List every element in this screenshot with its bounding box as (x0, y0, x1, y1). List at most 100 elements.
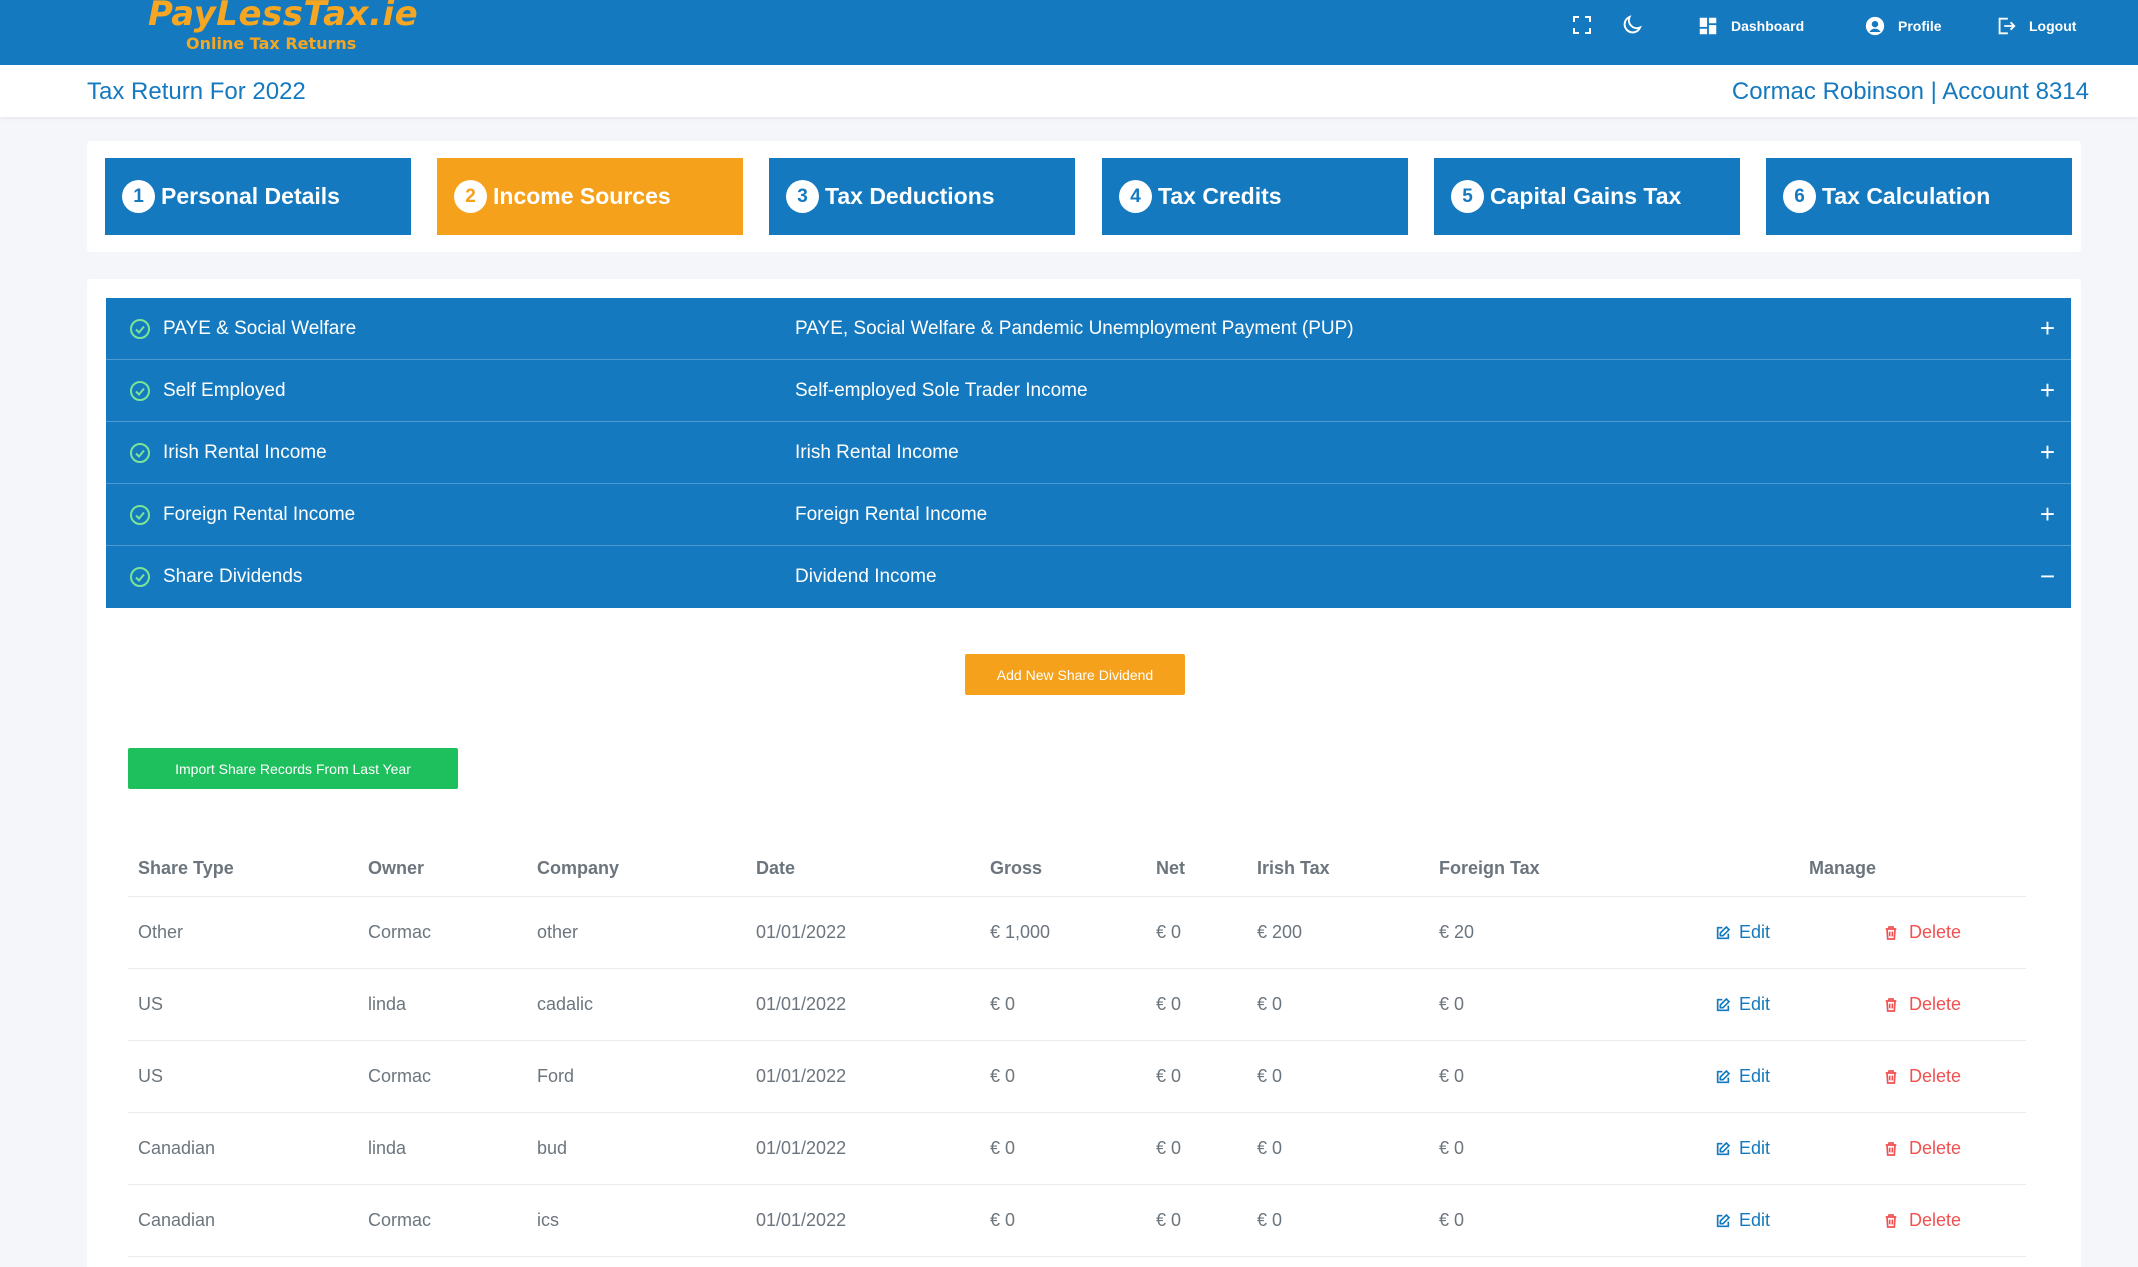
check-circle-icon (130, 505, 150, 525)
expand-icon[interactable]: + (2039, 375, 2055, 405)
add-share-dividend-button[interactable]: Add New Share Dividend (965, 654, 1185, 695)
accordion-description: Dividend Income (795, 566, 937, 587)
nav-profile[interactable]: Profile (1864, 13, 1942, 39)
cell-irish-tax: € 0 (1257, 1210, 1283, 1230)
cell-gross: € 0 (990, 1210, 1016, 1230)
cell-share-type: Canadian (138, 1138, 216, 1158)
trash-icon (1885, 1069, 1897, 1084)
cell-foreign-tax: € 0 (1439, 1210, 1465, 1230)
step-label: Personal Details (161, 183, 340, 209)
trash-icon (1885, 1141, 1897, 1156)
delete-link[interactable]: Delete (1883, 1138, 1961, 1159)
cell-net: € 0 (1156, 1210, 1182, 1230)
cell-irish-tax: € 0 (1257, 1138, 1283, 1158)
cell-gross: € 0 (990, 994, 1016, 1014)
edit-icon (1716, 1141, 1731, 1155)
cell-owner: Cormac (368, 922, 432, 942)
table-row: US linda cadalic 01/01/2022 € 0 € 0 € 0 … (128, 969, 2026, 1041)
delete-label: Delete (1909, 994, 1962, 1014)
delete-link[interactable]: Delete (1883, 994, 1961, 1015)
step-tax-deductions[interactable]: 3 Tax Deductions (769, 158, 1075, 235)
nav-dashboard[interactable]: Dashboard (1697, 13, 1804, 39)
cell-net: € 0 (1156, 922, 1182, 942)
sub-header: Tax Return For 2022 Cormac Robinson | Ac… (0, 65, 2138, 117)
edit-link[interactable]: Edit (1715, 1138, 1770, 1159)
brand-tagline: Online Tax Returns (186, 34, 357, 53)
step-number: 2 (454, 180, 487, 213)
delete-link[interactable]: Delete (1883, 1210, 1961, 1231)
moon-icon[interactable] (1620, 13, 1644, 37)
cell-date: 01/01/2022 (756, 1066, 847, 1086)
table-row: US Cormac Ford 01/01/2022 € 0 € 0 € 0 € … (128, 1041, 2026, 1113)
edit-link[interactable]: Edit (1715, 1210, 1770, 1231)
step-tax-calculation[interactable]: 6 Tax Calculation (1766, 158, 2072, 235)
trash-icon (1885, 925, 1897, 940)
accordion-description: PAYE, Social Welfare & Pandemic Unemploy… (795, 318, 1354, 339)
step-income-sources[interactable]: 2 Income Sources (437, 158, 743, 235)
edit-label: Edit (1739, 1210, 1771, 1230)
edit-icon (1716, 997, 1731, 1011)
import-share-records-button[interactable]: Import Share Records From Last Year (128, 748, 458, 789)
accordion-share-dividends[interactable]: Share Dividends Dividend Income − (106, 546, 2071, 608)
table-row: Other Cormac other 01/01/2022 € 1,000 € … (128, 897, 2026, 969)
nav-logout[interactable]: Logout (1995, 13, 2076, 39)
check-circle-icon (130, 381, 150, 401)
brand-logo[interactable]: PayLessTax.ie Online Tax Returns (148, 0, 418, 54)
expand-icon[interactable]: + (2039, 437, 2055, 467)
top-navbar: PayLessTax.ie Online Tax Returns Dashboa… (0, 0, 2138, 65)
cell-net: € 0 (1156, 1138, 1182, 1158)
nav-dashboard-label: Dashboard (1731, 18, 1805, 34)
cell-foreign-tax: € 0 (1439, 994, 1465, 1014)
step-label: Tax Calculation (1822, 183, 1991, 209)
cell-foreign-tax: € 0 (1439, 1138, 1465, 1158)
check-circle-icon (130, 567, 150, 587)
delete-link[interactable]: Delete (1883, 922, 1961, 943)
accordion-title: Foreign Rental Income (163, 504, 356, 525)
cell-gross: € 0 (990, 1066, 1016, 1086)
check-circle-icon (130, 319, 150, 339)
fullscreen-icon[interactable] (1570, 13, 1594, 37)
accordion-title: Irish Rental Income (163, 442, 327, 463)
page-title: Tax Return For 2022 (87, 78, 306, 105)
col-header-share-type: Share Type (138, 858, 234, 878)
step-tax-credits[interactable]: 4 Tax Credits (1102, 158, 1408, 235)
check-circle-icon (130, 443, 150, 463)
delete-link[interactable]: Delete (1883, 1066, 1961, 1087)
step-label: Tax Deductions (825, 183, 995, 209)
edit-link[interactable]: Edit (1715, 1066, 1770, 1087)
accordion-self-employed[interactable]: Self Employed Self-employed Sole Trader … (106, 360, 2071, 422)
cell-share-type: US (138, 994, 164, 1014)
col-header-owner: Owner (368, 858, 425, 878)
table-row: Canadian Cormac ics 01/01/2022 € 0 € 0 €… (128, 1185, 2026, 1257)
step-personal-details[interactable]: 1 Personal Details (105, 158, 411, 235)
accordion-foreign-rental-income[interactable]: Foreign Rental Income Foreign Rental Inc… (106, 484, 2071, 546)
step-capital-gains-tax[interactable]: 5 Capital Gains Tax (1434, 158, 1740, 235)
cell-date: 01/01/2022 (756, 1210, 847, 1230)
nav-profile-label: Profile (1898, 18, 1942, 34)
cell-share-type: Canadian (138, 1210, 216, 1230)
col-header-manage: Manage (1809, 858, 1877, 878)
edit-label: Edit (1739, 994, 1771, 1014)
table-header-row: Share Type Owner Company Date Gross Net … (128, 840, 2026, 897)
cell-owner: linda (368, 1138, 407, 1158)
accordion-title: Share Dividends (163, 566, 303, 587)
edit-link[interactable]: Edit (1715, 922, 1770, 943)
edit-label: Edit (1739, 1066, 1771, 1086)
cell-date: 01/01/2022 (756, 994, 847, 1014)
accordion-irish-rental-income[interactable]: Irish Rental Income Irish Rental Income … (106, 422, 2071, 484)
expand-icon[interactable]: + (2039, 313, 2055, 343)
accordion-description: Irish Rental Income (795, 442, 959, 463)
edit-icon (1716, 1213, 1731, 1227)
accordion-description: Self-employed Sole Trader Income (795, 380, 1088, 401)
dashboard-icon (1699, 17, 1717, 35)
edit-link[interactable]: Edit (1715, 994, 1770, 1015)
step-number: 5 (1451, 180, 1484, 213)
accordion-paye-social-welfare[interactable]: PAYE & Social Welfare PAYE, Social Welfa… (106, 298, 2071, 360)
trash-icon (1885, 1213, 1897, 1228)
expand-icon[interactable]: + (2039, 499, 2055, 529)
col-header-foreign-tax: Foreign Tax (1439, 858, 1540, 878)
cell-share-type: Other (138, 922, 184, 942)
table-row: Canadian linda bud 01/01/2022 € 0 € 0 € … (128, 1113, 2026, 1185)
collapse-icon[interactable]: − (2039, 561, 2055, 591)
user-circle-icon (1865, 16, 1885, 36)
